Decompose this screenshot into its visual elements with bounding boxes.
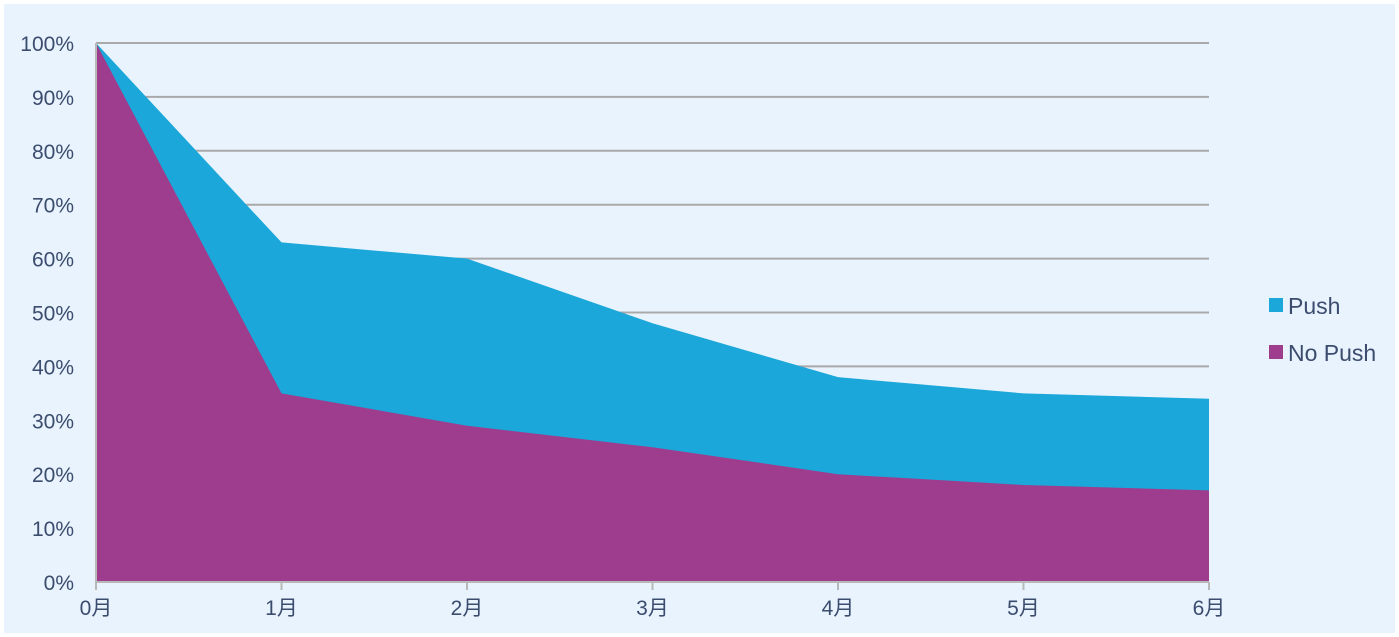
legend-label-push: Push xyxy=(1288,293,1340,319)
y-tick-labels: 0% 10% 20% 30% 40% 50% 60% 70% 80% 90% 100% xyxy=(20,33,74,595)
x-tick-label: 1月 xyxy=(265,597,298,620)
y-tick-label: 100% xyxy=(20,33,74,56)
y-tick-label: 70% xyxy=(32,195,74,218)
x-tick-label: 3月 xyxy=(636,597,669,620)
x-tick-label: 4月 xyxy=(822,597,855,620)
x-tick-label: 5月 xyxy=(1007,597,1040,620)
y-tick-label: 10% xyxy=(32,518,74,541)
legend-swatch-no-push xyxy=(1269,345,1283,359)
y-tick-label: 40% xyxy=(32,356,74,379)
x-tick-labels: 0月 1月 2月 3月 4月 5月 6月 xyxy=(80,582,1226,620)
x-tick-label: 2月 xyxy=(451,597,484,620)
chart-panel: 0% 10% 20% 30% 40% 50% 60% 70% 80% 90% 100% 0月 1月 2月… xyxy=(4,4,1395,633)
x-tick-label: 0月 xyxy=(80,597,113,620)
legend: Push No Push xyxy=(1269,293,1376,366)
legend-label-no-push: No Push xyxy=(1288,340,1376,366)
y-tick-label: 30% xyxy=(32,410,74,433)
series-areas xyxy=(96,43,1209,582)
y-tick-label: 90% xyxy=(32,87,74,110)
y-tick-label: 80% xyxy=(32,141,74,164)
x-tick-label: 6月 xyxy=(1193,597,1226,620)
area-chart: 0% 10% 20% 30% 40% 50% 60% 70% 80% 90% 100% 0月 1月 2月… xyxy=(20,33,1376,620)
area-no-push xyxy=(96,43,1209,582)
y-tick-label: 20% xyxy=(32,464,74,487)
y-tick-label: 60% xyxy=(32,249,74,272)
y-tick-label: 0% xyxy=(44,572,74,595)
legend-swatch-push xyxy=(1269,298,1283,312)
y-tick-label: 50% xyxy=(32,303,74,326)
